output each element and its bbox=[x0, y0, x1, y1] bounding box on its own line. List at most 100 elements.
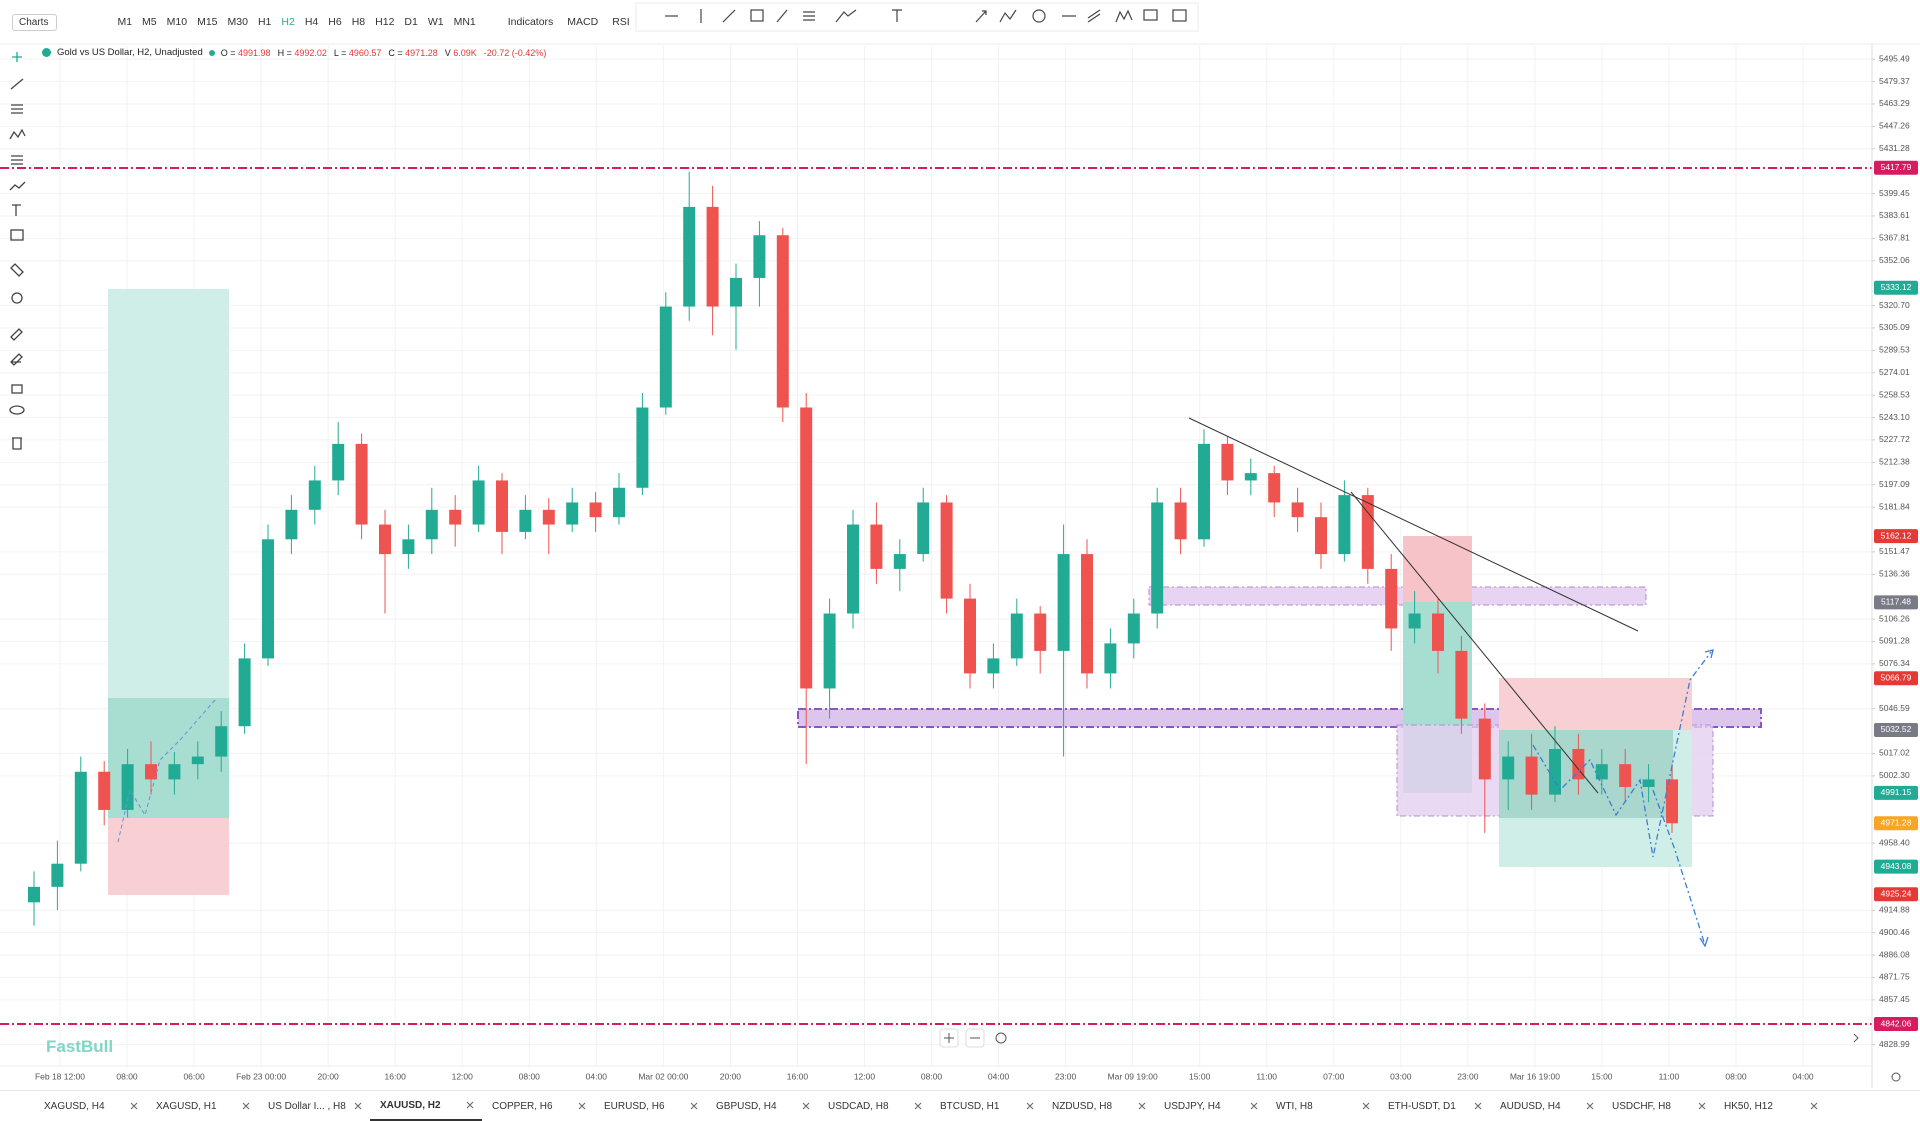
tab-close[interactable] bbox=[690, 1102, 698, 1110]
callout-tool[interactable] bbox=[1143, 9, 1158, 21]
ohlc-value: 4960.57 bbox=[348, 47, 382, 58]
channel-tool[interactable] bbox=[11, 155, 23, 165]
candle-body bbox=[753, 235, 766, 278]
indicator-button[interactable]: MACD bbox=[567, 16, 599, 28]
timeframe-button[interactable]: MN1 bbox=[453, 16, 476, 28]
tab-close[interactable] bbox=[578, 1102, 586, 1110]
timeframe-button[interactable]: M15 bbox=[197, 16, 218, 28]
crosshair-tool[interactable] bbox=[12, 52, 22, 62]
symbol-tab[interactable]: WTI, H8 bbox=[1266, 1091, 1378, 1121]
tab-label: US Dollar I... , H8 bbox=[268, 1100, 346, 1112]
note-tool[interactable] bbox=[1172, 9, 1187, 22]
note-tool[interactable] bbox=[10, 229, 24, 241]
symbol-tab[interactable]: XAGUSD, H4 bbox=[34, 1091, 146, 1121]
symbol-tab[interactable]: ETH-USDT, D1 bbox=[1378, 1091, 1490, 1121]
scroll-right-button[interactable] bbox=[1853, 1033, 1859, 1043]
tab-label: NZDUSD, H8 bbox=[1052, 1100, 1113, 1112]
ohlc-value: 6.09K bbox=[453, 47, 477, 58]
ray-tool[interactable] bbox=[722, 9, 736, 23]
indicator-button[interactable]: RSI bbox=[612, 16, 630, 28]
symbol-header: Gold vs US Dollar, H2, Unadjusted O = 49… bbox=[42, 47, 546, 58]
symbol-tab[interactable]: BTCUSD, H1 bbox=[930, 1091, 1042, 1121]
candle-body bbox=[1291, 502, 1304, 518]
x-tick-label: 16:00 bbox=[787, 1071, 809, 1081]
symbol-tab[interactable]: GBPUSD, H4 bbox=[706, 1091, 818, 1121]
pattern-tool[interactable] bbox=[9, 128, 26, 140]
circle-tool[interactable] bbox=[1032, 9, 1046, 23]
y-tick-label: 5091.28 bbox=[1879, 636, 1910, 646]
ruler-tool[interactable] bbox=[10, 263, 24, 277]
tab-label: WTI, H8 bbox=[1276, 1100, 1313, 1112]
y-tick-label: 4857.45 bbox=[1879, 994, 1910, 1004]
line-tool[interactable] bbox=[10, 78, 24, 90]
symbol-tab[interactable]: US Dollar I... , H8 bbox=[258, 1091, 370, 1121]
tab-close[interactable] bbox=[1810, 1102, 1818, 1110]
charts-menu[interactable]: Charts bbox=[12, 13, 58, 31]
tab-close[interactable] bbox=[1586, 1102, 1594, 1110]
arrow-tool[interactable] bbox=[975, 10, 987, 23]
reset-button[interactable] bbox=[995, 1032, 1007, 1044]
symbol-tab[interactable]: USDCAD, H8 bbox=[818, 1091, 930, 1121]
y-tick-label: 5463.29 bbox=[1879, 98, 1910, 108]
long-stop-zone bbox=[108, 818, 229, 895]
symbol-tab[interactable]: HK50, H12 bbox=[1714, 1091, 1826, 1121]
channel-tool[interactable] bbox=[1087, 9, 1101, 23]
text-tool[interactable] bbox=[12, 204, 21, 216]
x-tick-label: Feb 18 12:00 bbox=[35, 1071, 85, 1081]
tab-close[interactable] bbox=[354, 1102, 362, 1110]
tab-close[interactable] bbox=[242, 1102, 250, 1110]
tab-close-icon bbox=[1586, 1102, 1594, 1110]
pattern-tool[interactable] bbox=[1115, 9, 1133, 23]
timeframe-button[interactable]: W1 bbox=[427, 16, 444, 28]
path-tool[interactable] bbox=[835, 9, 857, 23]
candle-body bbox=[1525, 756, 1538, 795]
tab-close[interactable] bbox=[1026, 1102, 1034, 1110]
symbol-tab[interactable]: XAUUSD, H2 bbox=[370, 1091, 482, 1121]
timeframe-button[interactable]: M1 bbox=[117, 16, 133, 28]
rect-tool[interactable] bbox=[750, 9, 764, 22]
timeframe-button[interactable]: D1 bbox=[404, 16, 418, 28]
tab-close[interactable] bbox=[130, 1102, 138, 1110]
x-tick-label: 08:00 bbox=[921, 1071, 943, 1081]
visibility-tool[interactable] bbox=[9, 405, 25, 415]
magnet-tool[interactable] bbox=[10, 328, 23, 341]
symbol-tab[interactable]: AUDUSD, H4 bbox=[1490, 1091, 1602, 1121]
delete-tool[interactable] bbox=[12, 437, 22, 450]
timeframe-button[interactable]: H1 bbox=[257, 16, 272, 28]
zoom-tool[interactable] bbox=[11, 292, 23, 304]
timeframe-button[interactable]: H6 bbox=[328, 16, 342, 28]
lock-tool[interactable] bbox=[11, 384, 23, 394]
symbol-tab[interactable]: COPPER, H6 bbox=[482, 1091, 594, 1121]
timeframe-button[interactable]: H12 bbox=[375, 16, 395, 28]
candle-body bbox=[706, 206, 719, 307]
tab-close[interactable] bbox=[914, 1102, 922, 1110]
symbol-tab[interactable]: NZDUSD, H8 bbox=[1042, 1091, 1154, 1121]
symbol-tab[interactable]: EURUSD, H6 bbox=[594, 1091, 706, 1121]
draw-mode-tool[interactable] bbox=[10, 353, 23, 366]
timeframe-button[interactable]: M10 bbox=[166, 16, 188, 28]
settings-button[interactable] bbox=[1891, 1072, 1901, 1082]
timeframe-button[interactable]: H8 bbox=[351, 16, 366, 28]
fib-tool[interactable] bbox=[803, 11, 815, 21]
timeframe-button[interactable]: H4 bbox=[304, 16, 319, 28]
tab-close[interactable] bbox=[466, 1101, 474, 1109]
forecast-tool[interactable] bbox=[9, 181, 26, 191]
candle-body bbox=[1151, 502, 1164, 614]
tab-close[interactable] bbox=[802, 1102, 810, 1110]
timeframe-button[interactable]: M30 bbox=[227, 16, 248, 28]
tab-close[interactable] bbox=[1698, 1102, 1706, 1110]
brush-tool[interactable] bbox=[776, 9, 788, 23]
tab-close[interactable] bbox=[1362, 1102, 1370, 1110]
wave-tool[interactable] bbox=[999, 9, 1017, 23]
timeframe-button[interactable]: M5 bbox=[142, 16, 157, 28]
fib-tool[interactable] bbox=[11, 104, 23, 114]
symbol-tab[interactable]: USDJPY, H4 bbox=[1154, 1091, 1266, 1121]
timeframe-button[interactable]: H2 bbox=[281, 16, 295, 28]
symbol-tab[interactable]: XAGUSD, H1 bbox=[146, 1091, 258, 1121]
symbol-tab[interactable]: USDCHF, H8 bbox=[1602, 1091, 1714, 1121]
tab-close[interactable] bbox=[1138, 1102, 1146, 1110]
text-tool[interactable] bbox=[892, 9, 902, 22]
indicator-button[interactable]: Indicators bbox=[507, 16, 554, 28]
tab-close[interactable] bbox=[1250, 1102, 1258, 1110]
tab-close[interactable] bbox=[1474, 1102, 1482, 1110]
